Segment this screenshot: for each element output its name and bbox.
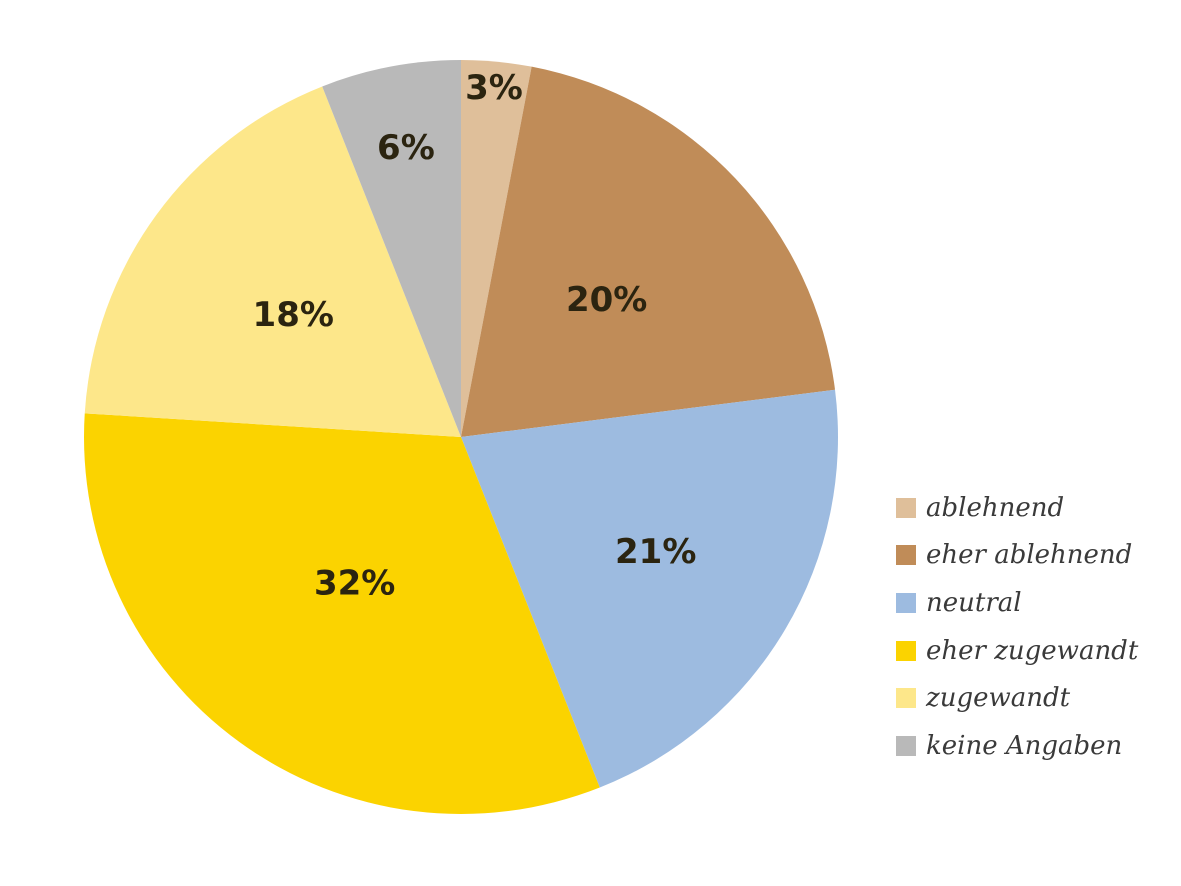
pie-slice-zugewandt — [84, 86, 461, 437]
legend-label: zugewandt — [926, 683, 1071, 714]
legend-swatch — [896, 497, 916, 518]
legend-item: keine Angaben — [896, 722, 1176, 770]
legend-swatch — [896, 735, 916, 756]
slice-value-label: 18% — [253, 295, 334, 335]
legend-item: neutral — [896, 579, 1176, 627]
pie-slice-eher-ablehnend — [461, 66, 836, 437]
legend-item: eher ablehnend — [896, 532, 1176, 580]
slice-value-label: 6% — [377, 128, 435, 168]
legend-label: eher zugewandt — [926, 635, 1139, 666]
legend-item: zugewandt — [896, 674, 1176, 722]
pie-slice-ablehnend — [461, 60, 532, 437]
slice-value-label: 3% — [465, 68, 523, 108]
legend-swatch — [896, 688, 916, 709]
pie-slices — [84, 60, 838, 815]
legend: ablehnend eher ablehnend neutral eher zugew… — [896, 484, 1176, 770]
legend-swatch — [896, 545, 916, 566]
legend-item: eher zugewandt — [896, 627, 1176, 675]
legend-label: ablehnend — [926, 492, 1065, 523]
legend-label: keine Angaben — [926, 730, 1123, 761]
legend-swatch — [896, 592, 916, 613]
legend-swatch — [896, 640, 916, 661]
slice-value-label: 32% — [314, 563, 395, 603]
legend-label: neutral — [926, 587, 1022, 618]
slice-value-label: 20% — [566, 280, 647, 320]
pie-slice-labels: 3% 20% 21% 32% 18% 6% — [253, 68, 697, 603]
legend-item: ablehnend — [896, 484, 1176, 532]
pie-slice-keine-angaben — [322, 60, 461, 437]
pie-slice-neutral — [461, 389, 838, 788]
legend-label: eher ablehnend — [926, 540, 1133, 571]
pie-slice-eher-zugewandt — [84, 413, 600, 815]
slice-value-label: 21% — [615, 532, 696, 572]
